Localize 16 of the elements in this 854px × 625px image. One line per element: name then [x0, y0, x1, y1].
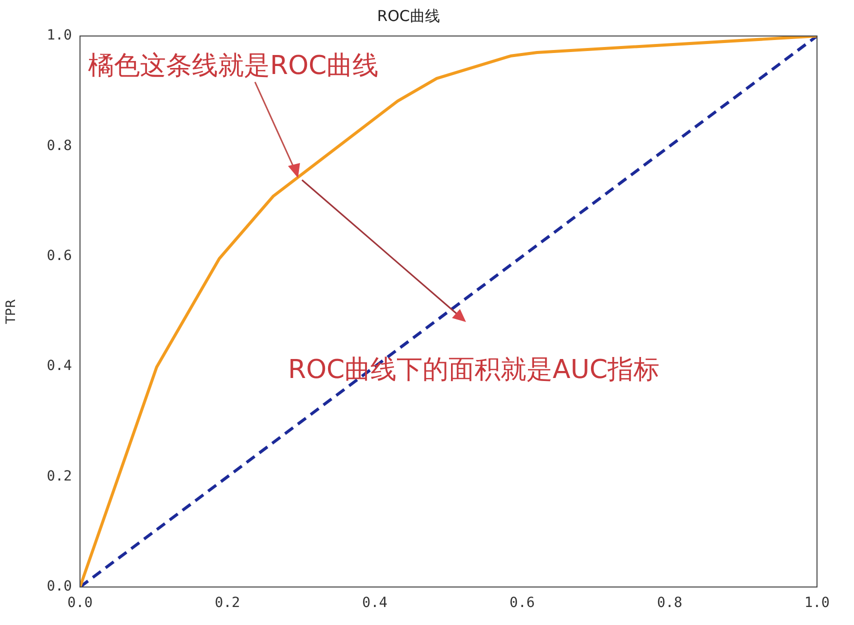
annotation: 橘色这条线就是ROC曲线: [88, 50, 379, 83]
annotation: ROC曲线下的面积就是AUC指标: [288, 354, 660, 387]
chart-title: ROC曲线: [377, 6, 440, 25]
y-tick-label: 0.4: [46, 358, 72, 374]
x-tick-label: 0.4: [362, 595, 388, 612]
x-tick-label: 0.8: [656, 595, 682, 612]
y-tick-label: 0.2: [46, 468, 72, 484]
y-tick-label: 0.6: [46, 248, 72, 264]
y-tick-label: 0.8: [46, 138, 72, 154]
y-tick-label: 0.0: [46, 578, 72, 595]
y-tick-label: 1.0: [46, 28, 72, 44]
x-tick-label: 0.0: [67, 595, 93, 612]
x-tick-label: 0.6: [510, 595, 535, 612]
x-tick-label: 1.0: [804, 595, 830, 612]
x-tick-label: 0.2: [214, 595, 240, 612]
y-axis-title: TPR: [4, 299, 20, 325]
